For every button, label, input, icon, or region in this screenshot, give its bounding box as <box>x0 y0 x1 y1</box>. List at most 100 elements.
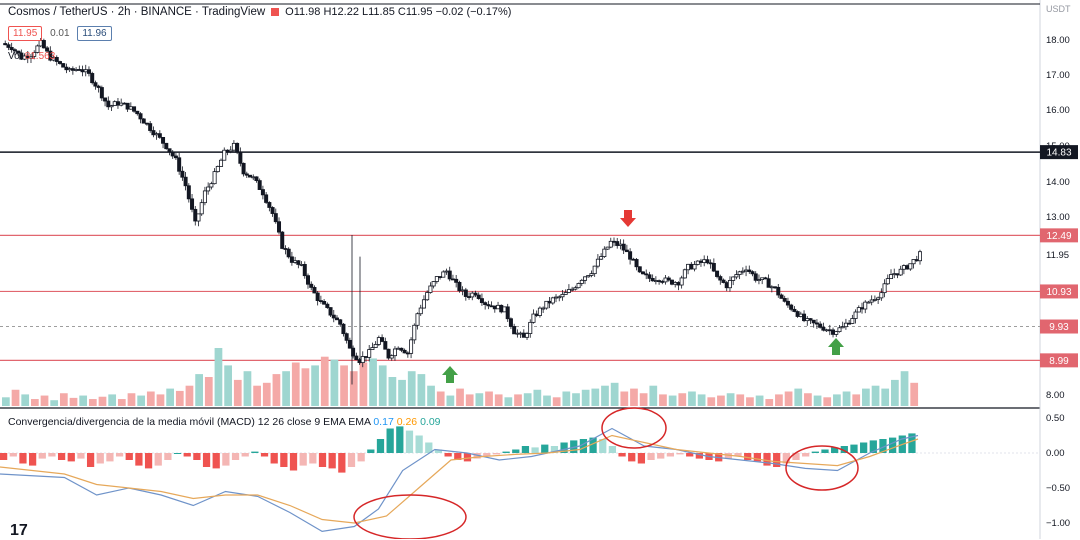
candle-body <box>428 285 433 293</box>
candle-body <box>863 301 868 310</box>
candle-body <box>805 318 810 322</box>
candle-body <box>12 49 17 52</box>
candle-body <box>624 249 629 253</box>
candle-body <box>570 288 575 291</box>
candle-body <box>186 185 191 200</box>
candle-body <box>202 190 207 204</box>
macd-hist-bar <box>802 453 810 457</box>
volume-bar <box>775 394 783 406</box>
candle-body <box>531 313 536 323</box>
candle-body <box>515 332 520 335</box>
candle-body <box>847 322 852 325</box>
highlight-circle <box>785 445 859 491</box>
candle-body <box>251 176 256 179</box>
price-tick-label: 18.00 <box>1046 35 1070 46</box>
macd-hist-bar <box>734 453 742 457</box>
price-tick-label: 11.95 <box>1046 250 1069 261</box>
macd-label[interactable]: Convergencia/divergencia de la media móv… <box>8 416 371 428</box>
macd-hist-bar <box>860 442 868 453</box>
candle-body <box>77 69 82 71</box>
candle-body <box>418 307 423 315</box>
candle-body <box>911 259 916 265</box>
macd-hist-bar <box>347 453 356 467</box>
macd-hist-bar <box>560 442 568 453</box>
volume-bar <box>697 394 706 406</box>
macd-hist-bar <box>386 428 394 453</box>
volume-bar <box>494 394 503 406</box>
volume-bar <box>833 394 841 406</box>
candle-body <box>715 270 720 277</box>
volume-bar <box>262 382 271 406</box>
candle-body <box>209 183 214 188</box>
macd-hist-bar <box>367 449 375 453</box>
candle-body <box>605 246 610 250</box>
ask-price-button[interactable]: 11.96 <box>77 26 112 41</box>
candle-body <box>103 97 108 102</box>
candle-body <box>666 277 671 281</box>
candle-body <box>399 347 404 351</box>
candle-body <box>512 326 517 335</box>
macd-hist-bar <box>67 453 75 462</box>
candle-body <box>528 321 533 334</box>
volume-bar <box>175 390 184 406</box>
candle-body <box>615 241 620 246</box>
candle-body <box>370 347 375 350</box>
bid-price-button[interactable]: 11.95 <box>8 26 43 41</box>
macd-hist-bar <box>38 453 46 459</box>
macd-hist-bar <box>753 453 761 462</box>
volume-bar <box>146 391 155 406</box>
candle-body <box>35 45 40 53</box>
price-labels: 14.83 12.49 10.93 9.93 8.99 <box>1040 145 1078 368</box>
volume-bar <box>388 377 397 406</box>
macd-hist-bar <box>318 453 327 467</box>
candle-body <box>415 313 420 326</box>
macd-hist-bar <box>831 447 839 453</box>
candle-body <box>869 299 874 303</box>
candle-body <box>322 301 327 305</box>
macd-hist-bar <box>531 447 539 453</box>
macd-hist-bar <box>686 453 694 457</box>
flag-icon[interactable] <box>271 8 280 16</box>
candle-body <box>589 273 594 276</box>
macd-hist-bar <box>270 453 278 464</box>
candle-body <box>180 170 185 178</box>
candle-body <box>792 308 797 312</box>
price-label-bg <box>1040 353 1078 368</box>
candle-body <box>392 348 397 357</box>
volume-bar <box>736 394 745 406</box>
candle-body <box>431 281 436 287</box>
candle-body <box>267 202 272 208</box>
candle-body <box>238 151 243 164</box>
candle-body <box>586 275 591 278</box>
tradingview-logo[interactable]: 17 <box>10 522 28 539</box>
candle-body <box>724 282 729 289</box>
macd-pane <box>0 426 1040 533</box>
volume-legend: Vol 81.563 <box>8 51 55 62</box>
volume-bar <box>485 391 493 406</box>
volume-bar <box>852 394 861 406</box>
candle-body <box>409 339 414 354</box>
macd-hist-bar <box>782 453 790 464</box>
candle-body <box>789 304 794 310</box>
candle-body <box>689 263 694 270</box>
price-label: 8.99 <box>1049 356 1069 367</box>
candle-body <box>341 323 346 335</box>
macd-hist-bar <box>19 453 27 464</box>
candle-body <box>850 318 855 324</box>
volume-bar <box>891 379 899 406</box>
candle-body <box>161 136 166 144</box>
candle-body <box>744 269 749 272</box>
volume-bar <box>620 391 629 406</box>
symbol-title[interactable]: Cosmos / TetherUS · 2h · BINANCE · Tradi… <box>8 6 266 18</box>
horizontal-levels[interactable] <box>0 151 1040 361</box>
volume-bar <box>514 394 522 406</box>
candle-body <box>328 307 333 316</box>
candle-body <box>206 186 211 192</box>
candle-body <box>289 256 294 263</box>
candle-body <box>138 113 143 120</box>
candle-body <box>727 280 732 289</box>
macd-hist-bar <box>647 453 655 460</box>
candle-body <box>86 69 91 74</box>
candle-body <box>508 318 513 327</box>
